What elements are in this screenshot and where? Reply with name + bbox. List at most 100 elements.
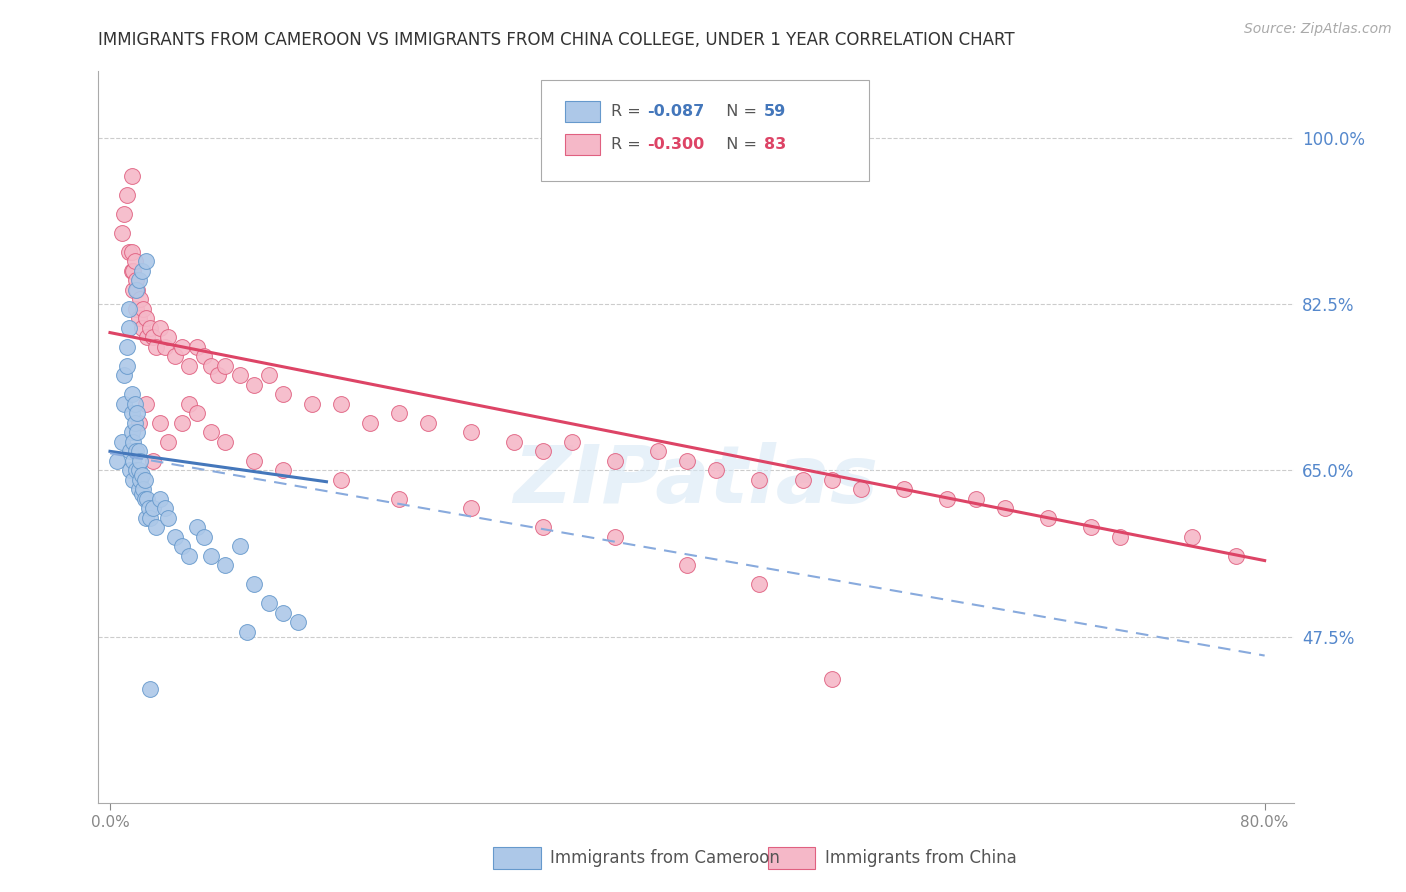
Point xyxy=(122,434,145,449)
Point xyxy=(243,577,266,591)
Point xyxy=(139,511,162,525)
Point xyxy=(172,539,194,553)
Point xyxy=(131,468,153,483)
Point xyxy=(125,463,148,477)
Text: Immigrants from Cameroon: Immigrants from Cameroon xyxy=(550,848,780,867)
Point xyxy=(1109,530,1132,544)
FancyBboxPatch shape xyxy=(768,847,815,870)
Point xyxy=(243,377,266,392)
Point xyxy=(214,558,236,573)
Point xyxy=(139,321,162,335)
FancyBboxPatch shape xyxy=(565,135,600,154)
Point xyxy=(117,340,139,354)
Text: Source: ZipAtlas.com: Source: ZipAtlas.com xyxy=(1244,22,1392,37)
Point xyxy=(531,444,554,458)
Point xyxy=(229,368,252,383)
Point xyxy=(172,340,194,354)
Point xyxy=(994,501,1017,516)
Point xyxy=(965,491,987,506)
Point xyxy=(156,330,179,344)
Point xyxy=(110,434,132,449)
Point xyxy=(271,387,294,401)
Point xyxy=(125,273,148,287)
Point xyxy=(121,169,143,183)
Point xyxy=(561,434,583,449)
Point xyxy=(1036,511,1059,525)
Point xyxy=(748,577,770,591)
Point xyxy=(128,463,150,477)
Point xyxy=(121,406,143,420)
Point xyxy=(893,483,915,497)
Point xyxy=(1181,530,1204,544)
Point xyxy=(135,254,157,268)
Point xyxy=(236,624,259,639)
Point xyxy=(136,491,159,506)
Point xyxy=(214,434,236,449)
Point xyxy=(748,473,770,487)
Point xyxy=(820,473,842,487)
Point xyxy=(179,549,201,563)
Point xyxy=(229,539,252,553)
Point xyxy=(112,397,135,411)
Text: Immigrants from China: Immigrants from China xyxy=(825,848,1017,867)
Point xyxy=(1080,520,1102,534)
Point xyxy=(127,425,149,440)
Text: R =: R = xyxy=(612,137,645,152)
Point xyxy=(179,359,201,373)
Point xyxy=(131,487,153,501)
Point xyxy=(124,254,146,268)
Point xyxy=(460,501,482,516)
Point xyxy=(172,416,194,430)
Point xyxy=(849,483,872,497)
Point xyxy=(131,321,153,335)
Point xyxy=(388,406,411,420)
Point xyxy=(704,463,727,477)
Point xyxy=(153,501,176,516)
Point xyxy=(120,444,142,458)
Point xyxy=(129,293,152,307)
Point xyxy=(329,473,352,487)
Point xyxy=(460,425,482,440)
FancyBboxPatch shape xyxy=(565,102,600,122)
Point xyxy=(122,454,145,468)
Point xyxy=(329,397,352,411)
Point xyxy=(163,530,186,544)
FancyBboxPatch shape xyxy=(540,80,869,181)
Point xyxy=(287,615,309,630)
Point xyxy=(186,406,208,420)
Point xyxy=(135,397,157,411)
Text: -0.300: -0.300 xyxy=(647,137,704,152)
Point xyxy=(127,283,149,297)
Point xyxy=(1225,549,1247,563)
Point xyxy=(134,491,156,506)
Point xyxy=(128,483,150,497)
Point xyxy=(145,340,167,354)
Point xyxy=(125,283,148,297)
Point xyxy=(128,273,150,287)
Point xyxy=(605,454,627,468)
Point xyxy=(271,463,294,477)
Point xyxy=(125,444,148,458)
Point xyxy=(124,416,146,430)
Point xyxy=(676,558,699,573)
Point xyxy=(301,397,323,411)
Point xyxy=(129,473,152,487)
Text: R =: R = xyxy=(612,104,645,120)
Text: N =: N = xyxy=(716,137,762,152)
Point xyxy=(138,501,160,516)
Point xyxy=(163,349,186,363)
Point xyxy=(122,473,145,487)
Point xyxy=(271,606,294,620)
Point xyxy=(127,406,149,420)
Point xyxy=(388,491,411,506)
FancyBboxPatch shape xyxy=(494,847,540,870)
Point xyxy=(142,501,165,516)
Point xyxy=(647,444,669,458)
Point xyxy=(128,416,150,430)
Point xyxy=(257,596,280,610)
Point xyxy=(359,416,381,430)
Point xyxy=(142,330,165,344)
Point xyxy=(156,511,179,525)
Point xyxy=(122,283,145,297)
Point xyxy=(207,368,229,383)
